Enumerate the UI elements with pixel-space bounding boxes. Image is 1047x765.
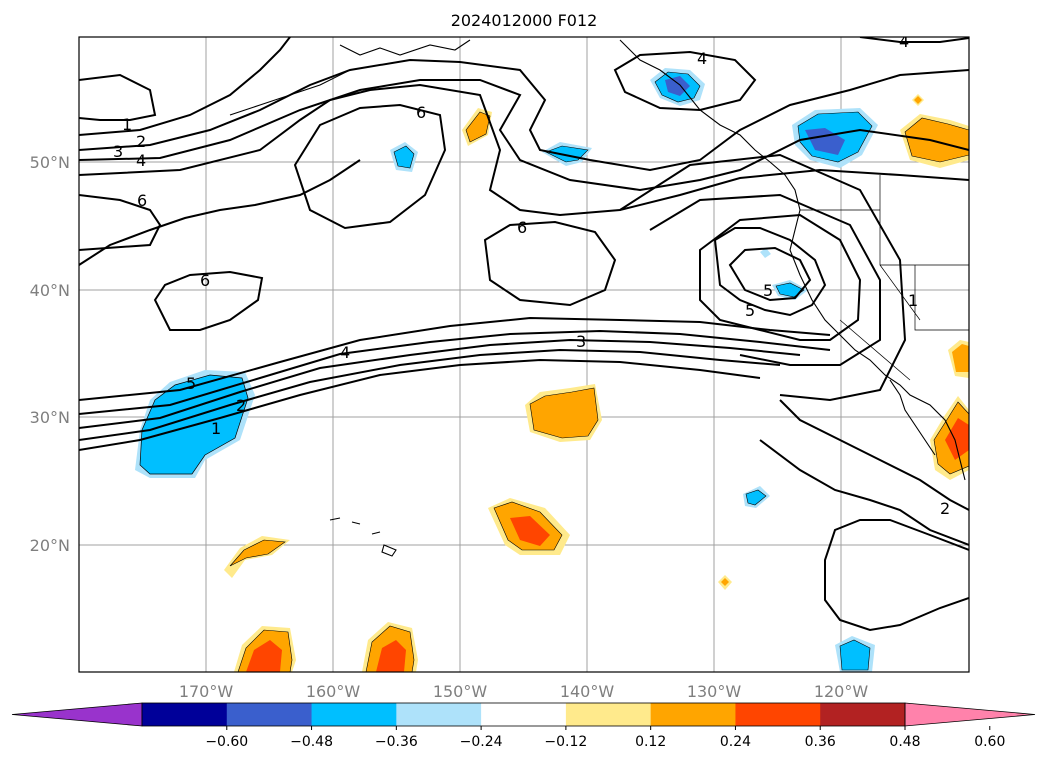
lon-label: 130°W — [687, 682, 742, 701]
lon-label: 140°W — [560, 682, 615, 701]
contour-label: 2 — [940, 499, 950, 518]
colorbar-tick-label: 0.48 — [889, 734, 920, 750]
longitude-labels: 170°W 160°W 150°W 140°W 130°W 120°W — [179, 682, 869, 701]
colorbar-tick-label: 0.12 — [635, 734, 666, 750]
colorbar-swatch — [565, 703, 652, 726]
contour-label: 1 — [122, 115, 132, 134]
contour-label: 6 — [517, 218, 527, 237]
contour-label: 6 — [416, 103, 426, 122]
lat-label: 50°N — [30, 153, 70, 172]
colorbar-swatch — [481, 703, 567, 726]
contour-label: 5 — [186, 374, 196, 393]
map-area: 1 2 3 4 6 6 6 4 6 5 4 3 5 2 1 4 1 2 5 — [79, 32, 969, 672]
colorbar-extend-high — [904, 702, 1036, 727]
colorbar-swatch — [650, 703, 736, 726]
colorbar-tick-label: −0.12 — [544, 734, 587, 750]
contour-label: 5 — [745, 301, 755, 320]
contours — [79, 37, 969, 632]
contour-label: 5 — [763, 281, 773, 300]
lat-label: 30°N — [30, 408, 70, 427]
colorbar-tick-label: −0.36 — [375, 734, 418, 750]
lon-label: 120°W — [814, 682, 869, 701]
colorbar-swatch — [396, 703, 482, 726]
lon-label: 170°W — [179, 682, 234, 701]
contour-label: 6 — [200, 271, 210, 290]
colorbar-swatch — [820, 703, 906, 726]
colorbar-tick-label: −0.60 — [205, 734, 248, 750]
state-borders — [800, 175, 969, 381]
contour-label: 3 — [576, 332, 586, 351]
colorbar-tick-label: −0.24 — [460, 734, 503, 750]
map-title: 2024012000 F012 — [451, 11, 598, 30]
colorbar-tick-label: 0.24 — [720, 734, 751, 750]
lat-label: 20°N — [30, 536, 70, 555]
lat-label: 40°N — [30, 281, 70, 300]
contour-label: 1 — [908, 291, 918, 310]
contour-labels: 1 2 3 4 6 6 6 4 6 5 4 3 5 2 1 4 1 2 5 — [113, 32, 950, 518]
latitude-labels: 50°N 40°N 30°N 20°N — [30, 153, 70, 555]
contour-label: 4 — [697, 49, 707, 68]
lon-label: 160°W — [306, 682, 361, 701]
contour-label: 4 — [340, 343, 350, 362]
colorbar-extend-low — [11, 702, 143, 727]
colorbar-tick-label: −0.48 — [290, 734, 333, 750]
lon-label: 150°W — [433, 682, 488, 701]
contour-label: 2 — [136, 132, 146, 151]
contour-label: 6 — [137, 191, 147, 210]
colorbar: −0.60 −0.48 −0.36 −0.24 −0.12 0.12 0.24 0.36 0.4… — [11, 702, 1036, 750]
colorbar-tick-label: 0.36 — [805, 734, 836, 750]
colorbar-swatch — [142, 703, 228, 726]
contour-label: 1 — [211, 419, 221, 438]
colorbar-swatch — [226, 703, 313, 726]
colorbar-swatch — [735, 703, 821, 726]
contour-label: 2 — [236, 396, 246, 415]
colorbar-tick-label: 0.60 — [974, 734, 1005, 750]
colorbar-swatch — [311, 703, 397, 726]
colorbar-outline — [141, 702, 906, 727]
contour-label: 4 — [136, 151, 146, 170]
map-frame — [78, 36, 970, 673]
contour-label: 4 — [899, 32, 909, 51]
contour-label: 3 — [113, 142, 123, 161]
